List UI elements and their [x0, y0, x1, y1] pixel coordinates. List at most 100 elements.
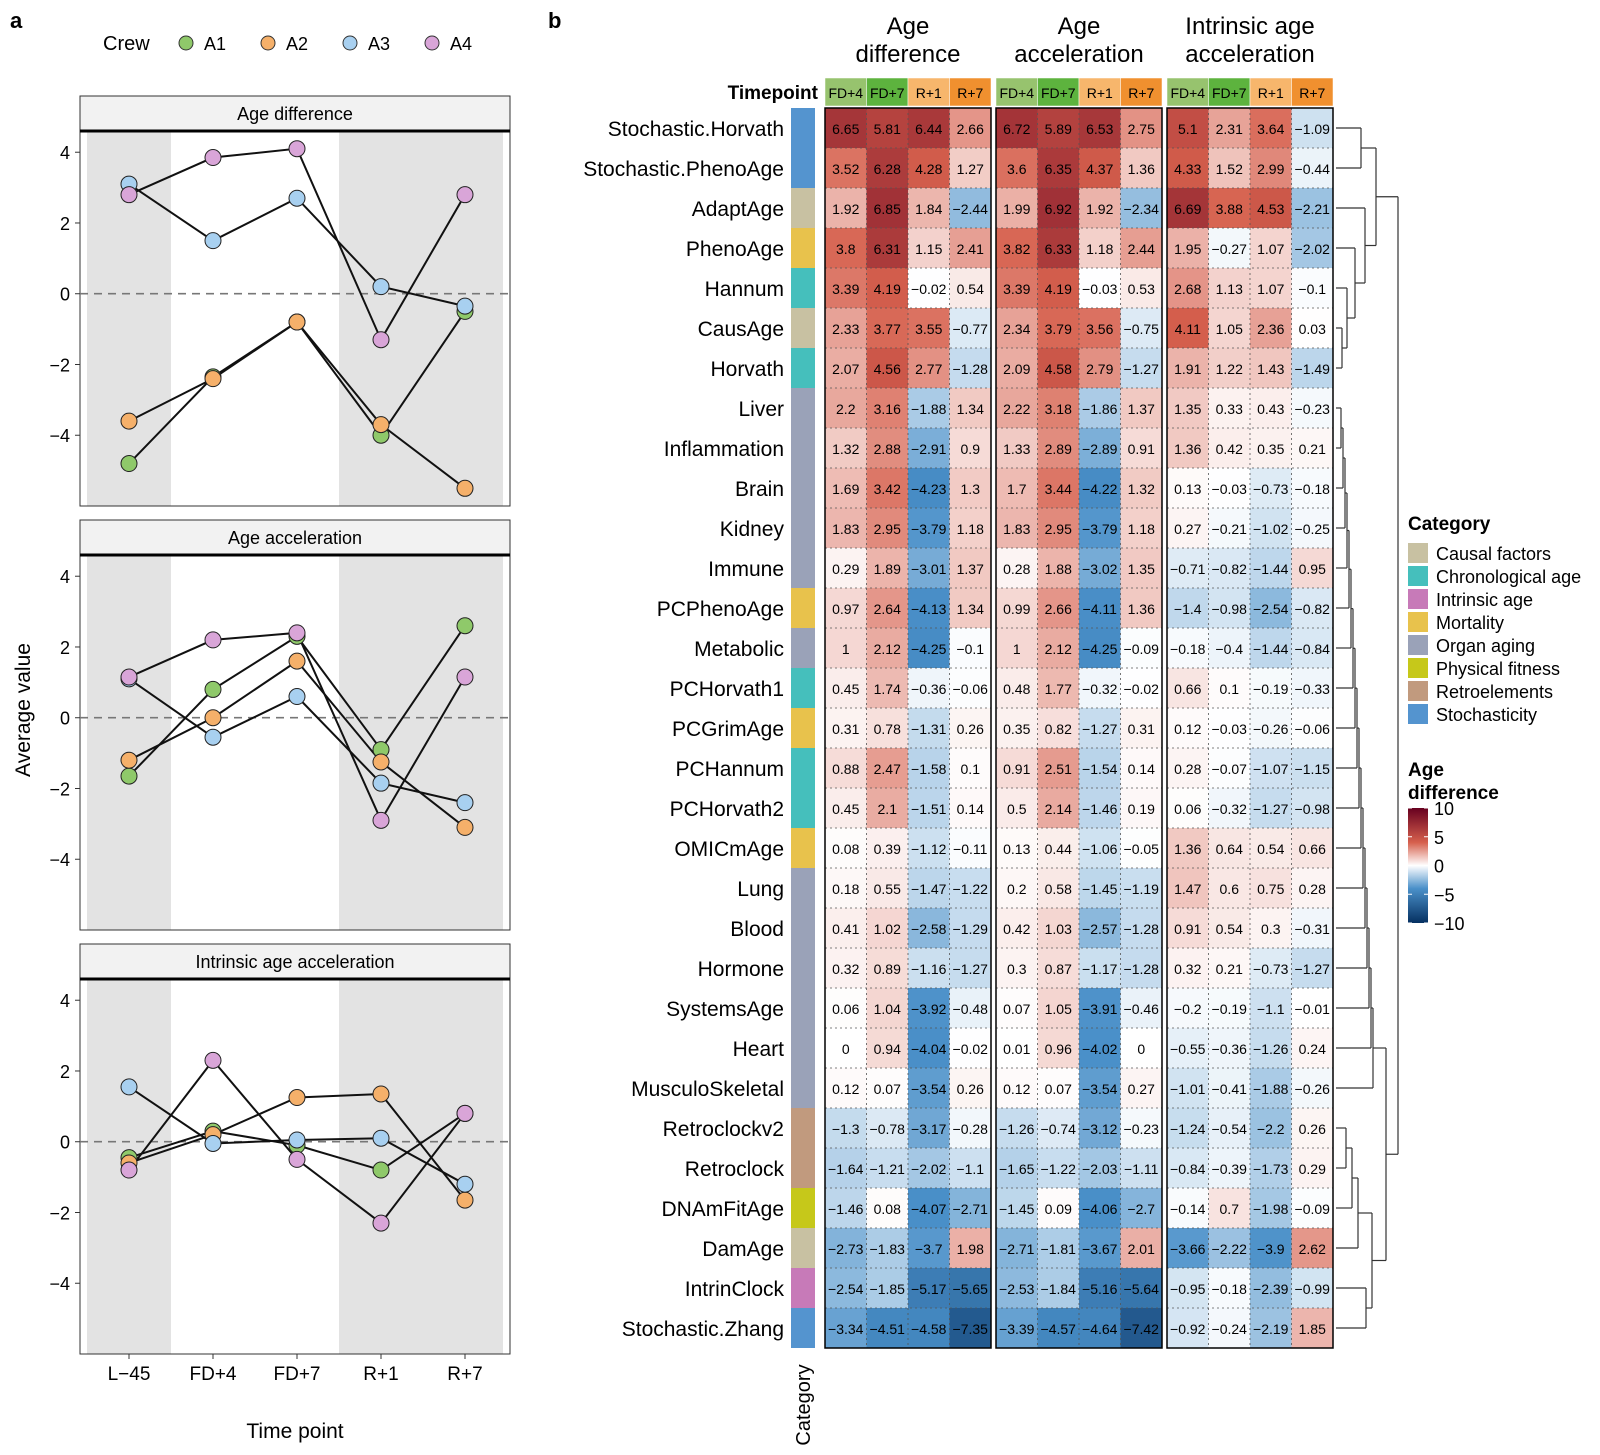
row-category-chronological-age — [791, 668, 815, 708]
heatmap-cell-value: −7.42 — [1124, 1321, 1160, 1337]
data-point-A4 — [456, 1104, 474, 1122]
timepoint-cell-R+7 — [949, 77, 992, 107]
heatmap-cell-value: −2.71 — [999, 1241, 1035, 1257]
heatmap-cell — [825, 908, 867, 948]
heatmap-cell-value: 1.36 — [1128, 601, 1155, 617]
heatmap-cell-value: 0.35 — [1003, 721, 1030, 737]
heatmap-cell — [1037, 148, 1079, 188]
heatmap-cell — [1208, 348, 1250, 388]
dendrogram — [1336, 127, 1399, 1329]
data-point-A4 — [204, 631, 222, 649]
heatmap-cell-value: −0.71 — [1170, 561, 1206, 577]
heatmap-cell-value: 2.66 — [1045, 601, 1072, 617]
heatmap-cell — [1291, 1188, 1333, 1228]
heatmap-cell-value: −0.18 — [1170, 641, 1206, 657]
heatmap-cell — [996, 348, 1038, 388]
heatmap-cell — [1120, 388, 1162, 428]
facet-strip — [79, 519, 511, 556]
heatmap-cell-value: −1.28 — [953, 361, 989, 377]
heatmap-cell — [1120, 1308, 1162, 1348]
heatmap-cell — [996, 828, 1038, 868]
heatmap-cell — [1250, 508, 1292, 548]
heatmap-cell-value: 1.36 — [1128, 161, 1155, 177]
heatmap-cell-value: −1.45 — [999, 1201, 1035, 1217]
heatmap-cell-value: −3.67 — [1082, 1241, 1118, 1257]
heatmap-cell — [825, 428, 867, 468]
heatmap-cell — [1037, 188, 1079, 228]
timepoint-cell-label: R+1 — [916, 85, 942, 101]
heatmap-cell-value: 4.19 — [1045, 281, 1072, 297]
heatmap-cell-value: 0.26 — [957, 1081, 984, 1097]
legend-marker-A3 — [342, 35, 358, 51]
heatmap-cell-value: −1.27 — [1082, 721, 1118, 737]
heatmap-cell — [1208, 948, 1250, 988]
heatmap-cell-value: 0.66 — [1174, 681, 1201, 697]
heatmap-cell-value: −3.34 — [828, 1321, 864, 1337]
heatmap-cell-value: 0.08 — [832, 841, 859, 857]
heatmap-cell-value: 3.18 — [1045, 401, 1072, 417]
heatmap-cell-value: −0.55 — [1170, 1041, 1206, 1057]
heatmap-cell-value: −3.9 — [1257, 1241, 1285, 1257]
heatmap-cell-value: 0.32 — [1174, 961, 1201, 977]
heatmap-cell — [1037, 708, 1079, 748]
shaded-band-R+7 — [423, 979, 503, 1354]
row-category-retroelements — [791, 1108, 815, 1148]
heatmap-cell — [949, 828, 991, 868]
heatmap-cell-value: 0.1 — [1220, 681, 1240, 697]
heatmap-cell-value: −1.49 — [1295, 361, 1331, 377]
heatmap-cell-value: 0.54 — [957, 281, 984, 297]
y-tick-label: 2 — [60, 1062, 70, 1082]
heatmap-cell-value: 4.33 — [1174, 161, 1201, 177]
heatmap-cell — [949, 1268, 991, 1308]
heatmap-cell-value: 0.26 — [957, 721, 984, 737]
heatmap-cell — [949, 508, 991, 548]
heatmap-cell-value: −4.11 — [1083, 601, 1118, 617]
heatmap-cell — [866, 628, 908, 668]
heatmap-cell — [1037, 428, 1079, 468]
heatmap-cell — [1167, 388, 1209, 428]
heatmap-cell-value: −1.65 — [999, 1161, 1035, 1177]
heatmap-cell-value: −0.41 — [1212, 1081, 1248, 1097]
y-tick-label: −2 — [49, 355, 70, 375]
heatmap-cell — [908, 388, 950, 428]
timepoint-cell-label: FD+7 — [1212, 85, 1247, 101]
heatmap-cell-value: 1.91 — [1174, 361, 1201, 377]
heatmap-cell — [949, 708, 991, 748]
row-label: Inflammation — [664, 438, 784, 461]
heatmap-cell-value: −0.02 — [911, 281, 947, 297]
heatmap-cell — [1250, 988, 1292, 1028]
heatmap-cell — [866, 388, 908, 428]
heatmap-cell — [908, 148, 950, 188]
heatmap-cell-value: −5.16 — [1082, 1281, 1118, 1297]
group-frame — [1166, 107, 1334, 1349]
heatmap-cell — [1291, 708, 1333, 748]
heatmap-cell-value: −2.89 — [1082, 441, 1118, 457]
heatmap-cell-value: 0.07 — [1045, 1081, 1072, 1097]
heatmap-cell-value: −1.28 — [1124, 961, 1160, 977]
heatmap-cell-value: −0.48 — [953, 1001, 989, 1017]
timepoint-cell-label: FD+4 — [828, 85, 863, 101]
data-point-A4 — [372, 331, 390, 349]
data-point-A2 — [120, 751, 138, 769]
heatmap-cell — [825, 1308, 867, 1348]
group-title-line2: difference — [856, 41, 961, 68]
heatmap-cell-value: 2.95 — [1045, 521, 1072, 537]
row-category-organ-aging — [791, 948, 815, 988]
row-label: PCHorvath2 — [670, 798, 784, 821]
data-point-A2 — [456, 818, 474, 836]
heatmap-cell-value: 0.6 — [1220, 881, 1240, 897]
heatmap-cell — [996, 268, 1038, 308]
heatmap-cell — [1208, 468, 1250, 508]
data-point-A4 — [372, 1214, 390, 1232]
heatmap-cell-value: 0.54 — [1216, 921, 1243, 937]
row-label: MusculoSkeletal — [631, 1078, 784, 1101]
facet-strip — [79, 95, 511, 132]
heatmap-cell-value: 1.35 — [1128, 561, 1155, 577]
category-legend-label: Stochasticity — [1436, 705, 1537, 725]
heatmap-cell — [949, 628, 991, 668]
color-legend-tick-label: 0 — [1434, 857, 1444, 877]
heatmap-cell-value: −0.06 — [953, 681, 989, 697]
heatmap-cell — [1291, 428, 1333, 468]
data-point-A4 — [288, 1150, 306, 1168]
heatmap-cell-value: 0.82 — [1045, 721, 1072, 737]
